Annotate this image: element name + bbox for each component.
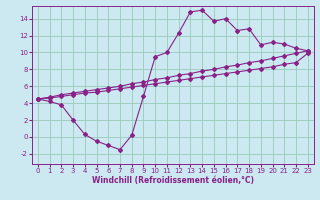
X-axis label: Windchill (Refroidissement éolien,°C): Windchill (Refroidissement éolien,°C)	[92, 176, 254, 185]
